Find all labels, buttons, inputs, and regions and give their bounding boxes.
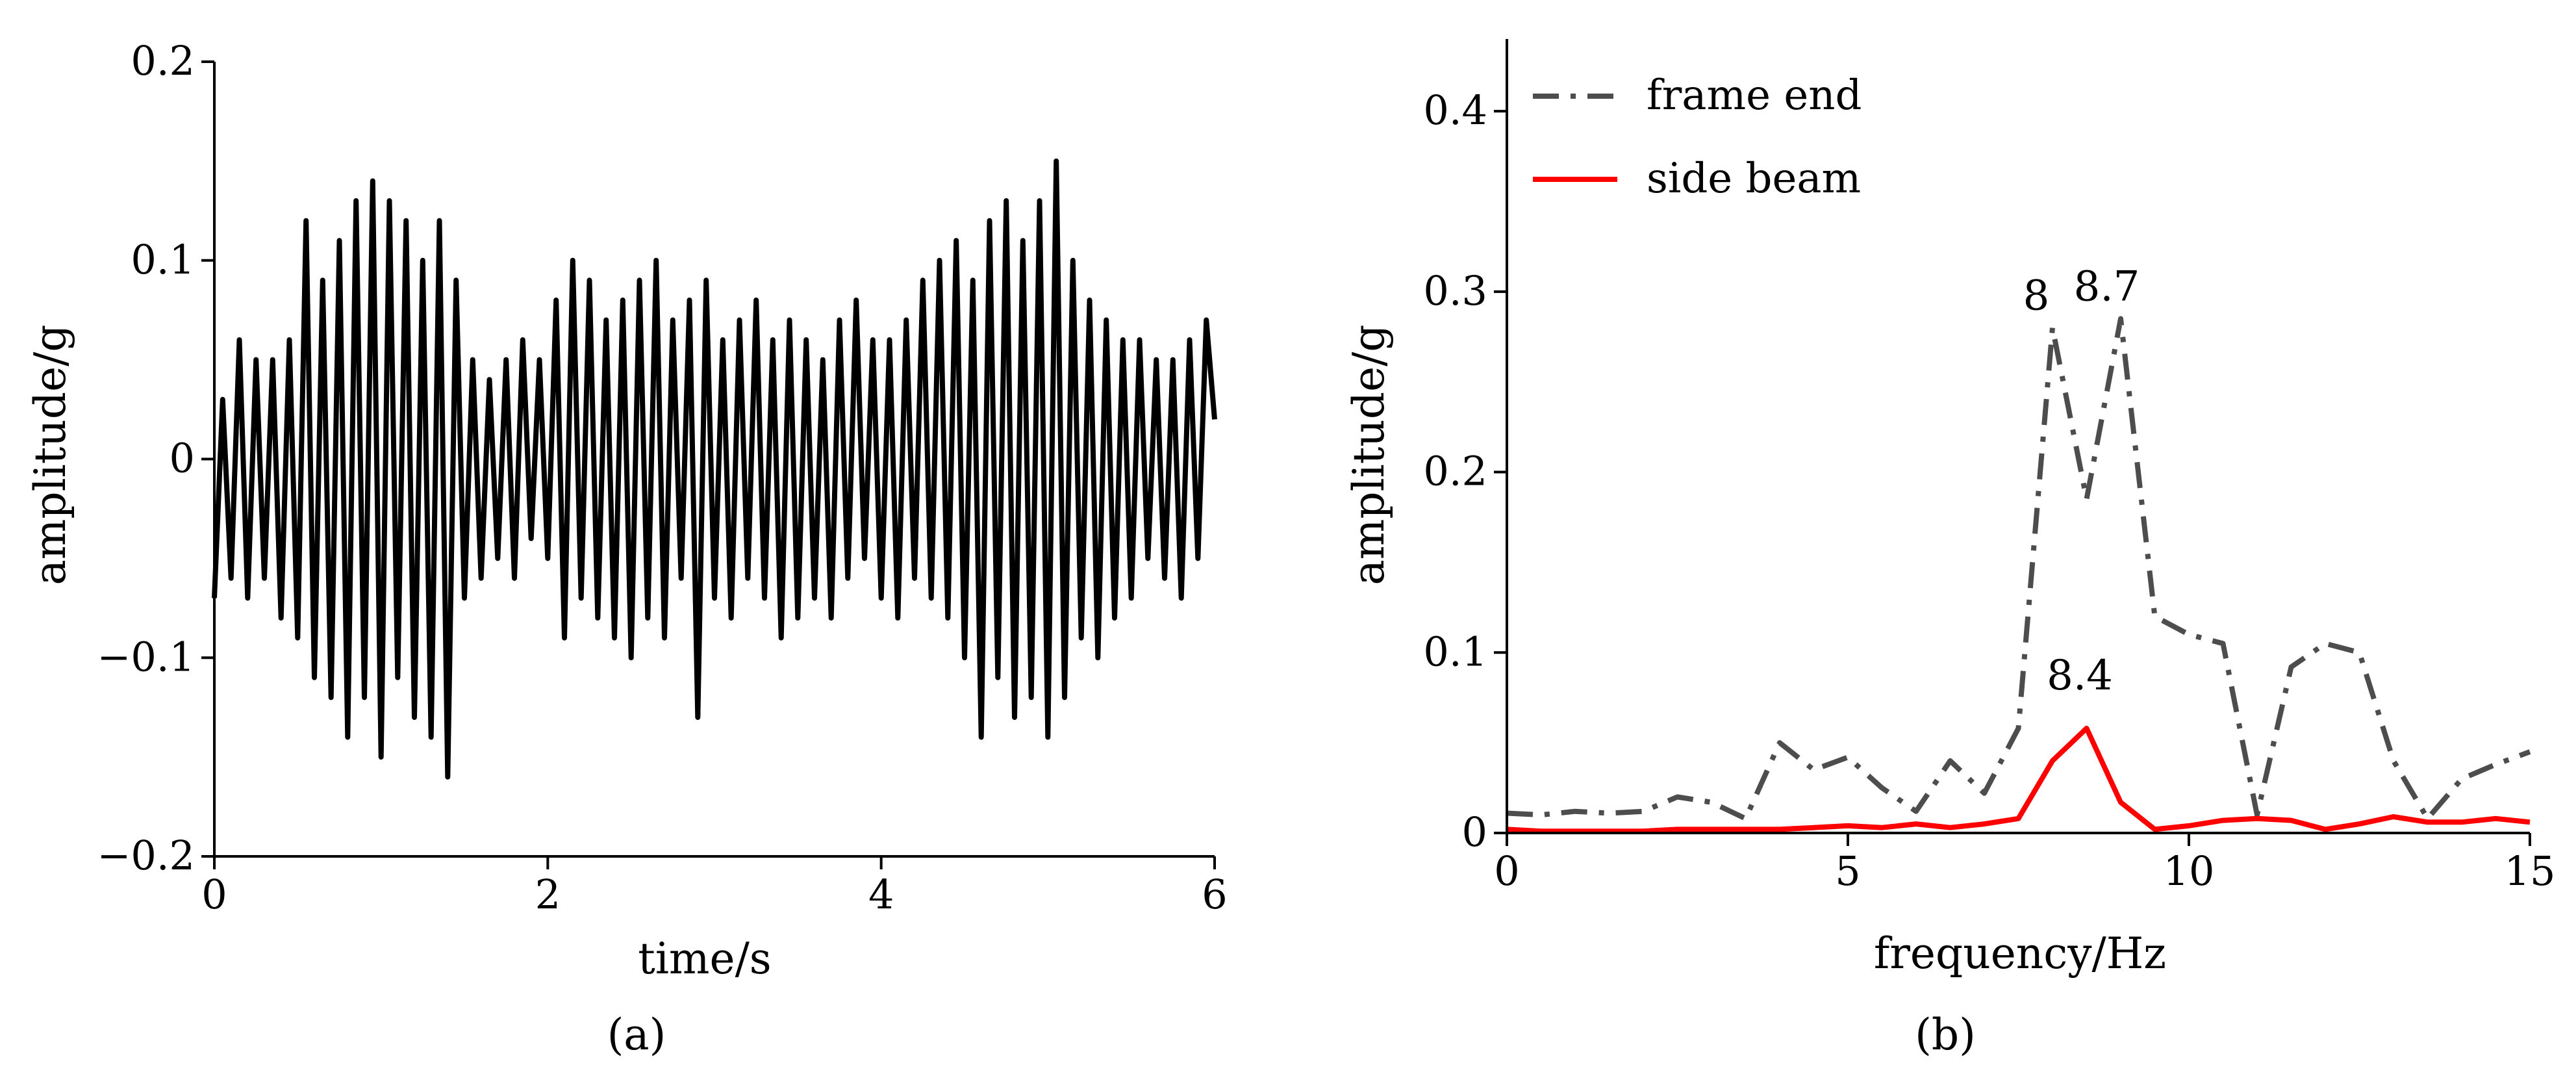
acceleration-line xyxy=(212,158,1217,780)
y-axis-title-b: amplitude/g xyxy=(1344,324,1394,585)
y-tick-label: 0.1 xyxy=(131,236,195,283)
legend-label-frame-end: frame end xyxy=(1647,71,1862,120)
x-tick-label: 0 xyxy=(201,871,227,918)
y-tick-label: −0.2 xyxy=(97,832,195,879)
peak-annotations: 8 8.7 8.4 xyxy=(2023,263,2140,699)
x-tick-label: 6 xyxy=(1202,871,1227,918)
peak-label: 8.7 xyxy=(2074,263,2140,311)
legend-label-side-beam: side beam xyxy=(1647,155,1861,203)
legend: frame end side beam xyxy=(1533,71,1862,203)
time-series-chart: −0.2 −0.1 0 0.1 0.2 0 2 4 6 time/s amplitude/g (… xyxy=(25,37,1228,1060)
x-tick-label: 5 xyxy=(1835,847,1860,895)
panel-label-a: (a) xyxy=(607,1010,666,1060)
x-tick-label: 0 xyxy=(1494,847,1519,895)
peak-label: 8.4 xyxy=(2047,652,2113,700)
x-tick-label: 10 xyxy=(2164,847,2215,895)
frame-end-line xyxy=(1506,316,2531,821)
y-tick-label: 0.2 xyxy=(1423,448,1487,495)
y-tick-label: 0.2 xyxy=(131,37,195,84)
x-tick-label: 4 xyxy=(868,871,894,918)
acceleration-series xyxy=(212,158,1217,780)
x-tick-label: 2 xyxy=(535,871,561,918)
y-tick-label: 0.1 xyxy=(1423,628,1487,675)
axes-b: 0 0.1 0.2 0.3 0.4 0 5 10 15 xyxy=(1423,39,2555,895)
spectrum-chart: 0 0.1 0.2 0.3 0.4 0 5 10 15 8 8.7 8.4 frame end sid… xyxy=(1344,39,2555,1060)
x-tick-label: 15 xyxy=(2505,847,2556,895)
y-tick-label: −0.1 xyxy=(97,633,195,680)
spectrum-series xyxy=(1506,316,2531,834)
y-tick-label: 0 xyxy=(1462,808,1487,856)
y-tick-label: 0.3 xyxy=(1423,267,1487,314)
axes-a: −0.2 −0.1 0 0.1 0.2 0 2 4 6 xyxy=(97,37,1227,918)
panel-label-b: (b) xyxy=(1915,1010,1976,1060)
y-tick-label: 0 xyxy=(170,435,195,482)
side-beam-line xyxy=(1506,725,2531,834)
peak-label: 8 xyxy=(2023,272,2050,320)
y-axis-title-a: amplitude/g xyxy=(25,324,75,585)
x-axis-title-b: frequency/Hz xyxy=(1874,929,2166,979)
y-tick-label: 0.4 xyxy=(1423,86,1487,134)
x-axis-title-a: time/s xyxy=(638,934,771,984)
